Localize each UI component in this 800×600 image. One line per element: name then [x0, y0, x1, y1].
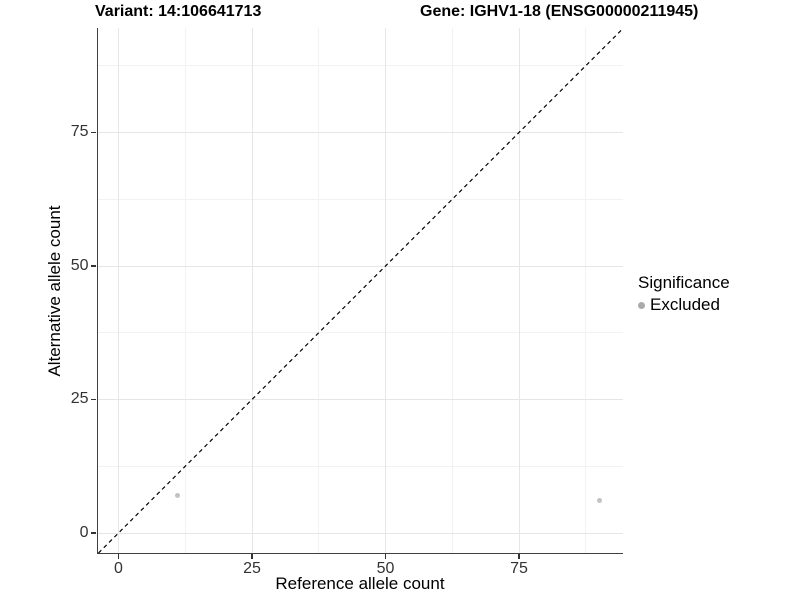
grid-major-h [96, 265, 623, 267]
y-tick-label: 25 [70, 390, 89, 407]
y-tick-mark [91, 532, 96, 534]
x-axis-title: Reference allele count [275, 574, 445, 593]
y-tick-label: 75 [70, 123, 89, 140]
grid-major-v [118, 28, 119, 553]
y-tick-mark [91, 398, 96, 401]
x-tick-mark [384, 554, 387, 559]
x-tick-label: 25 [243, 560, 261, 577]
x-tick-mark [251, 554, 253, 559]
grid-major-v [518, 28, 520, 553]
grid-minor-v [585, 28, 587, 553]
x-tick-label: 0 [114, 560, 123, 577]
legend: Significance Excluded [638, 273, 730, 315]
grid-minor-h [96, 465, 623, 467]
legend-item-excluded: Excluded [638, 295, 730, 315]
grid-minor-v [318, 28, 320, 553]
grid-minor-v [184, 28, 186, 553]
grid-minor-h [96, 332, 623, 334]
x-tick-mark [117, 554, 120, 559]
legend-title: Significance [638, 273, 730, 292]
legend-item-label: Excluded [650, 295, 720, 314]
y-axis-line [96, 28, 98, 553]
variant-title: Variant: 14:106641713 [95, 3, 262, 20]
grid-major-h [96, 399, 623, 400]
y-tick-mark [91, 265, 96, 267]
grid-minor-h [96, 65, 623, 67]
x-tick-label: 75 [510, 560, 528, 577]
grid-minor-h [96, 198, 623, 200]
x-tick-label: 50 [376, 560, 395, 577]
grid-major-h [96, 132, 623, 133]
grid-major-v [251, 28, 253, 553]
y-tick-label: 0 [79, 523, 89, 541]
x-tick-mark [518, 554, 520, 559]
grid-major-v [385, 28, 386, 553]
excluded-dot-icon [638, 301, 645, 309]
data-point [596, 498, 602, 504]
grid-minor-v [451, 28, 453, 553]
gene-title: Gene: IGHV1-18 (ENSG00000211945) [420, 3, 699, 20]
y-axis-title: Alternative allele count [45, 205, 64, 377]
y-tick-mark [91, 131, 96, 134]
grid-major-h [96, 532, 623, 534]
y-tick-label: 50 [70, 256, 89, 274]
data-point [174, 493, 180, 499]
x-axis-line [96, 552, 623, 554]
